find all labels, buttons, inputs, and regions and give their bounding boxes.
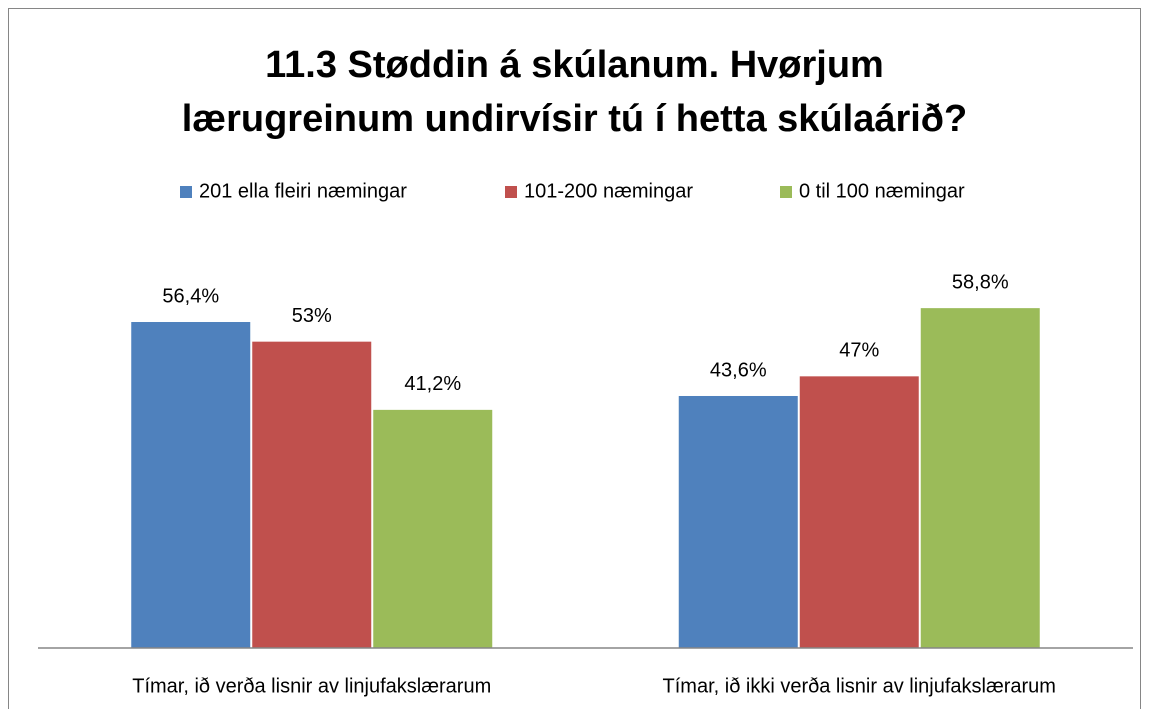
bar <box>131 322 251 648</box>
legend-swatch <box>780 186 792 198</box>
bar <box>252 341 372 648</box>
data-label: 56,4% <box>162 285 219 307</box>
bar <box>920 308 1040 648</box>
bar <box>373 409 493 648</box>
chart-title: 11.3 Støddin á skúlanum. Hvørjum lærugre… <box>181 44 968 140</box>
data-label: 58,8% <box>952 271 1009 293</box>
data-label: 53% <box>292 305 332 327</box>
x-tick-label: Tímar, ið ikki verða lisnir av linjufaks… <box>663 675 1056 697</box>
legend-label: 0 til 100 næmingar <box>799 180 965 202</box>
bar <box>678 395 798 648</box>
x-tick-label: Tímar, ið verða lisnir av linjufakslærar… <box>132 675 491 697</box>
legend-swatch <box>505 186 517 198</box>
legend-label: 201 ella fleiri næmingar <box>199 180 407 202</box>
legend-swatch <box>180 186 192 198</box>
data-label: 47% <box>839 340 879 362</box>
frame <box>8 8 1141 709</box>
data-label: 43,6% <box>710 359 767 381</box>
data-label: 41,2% <box>404 373 461 395</box>
bar <box>799 376 919 648</box>
legend-label: 101-200 næmingar <box>524 180 693 202</box>
